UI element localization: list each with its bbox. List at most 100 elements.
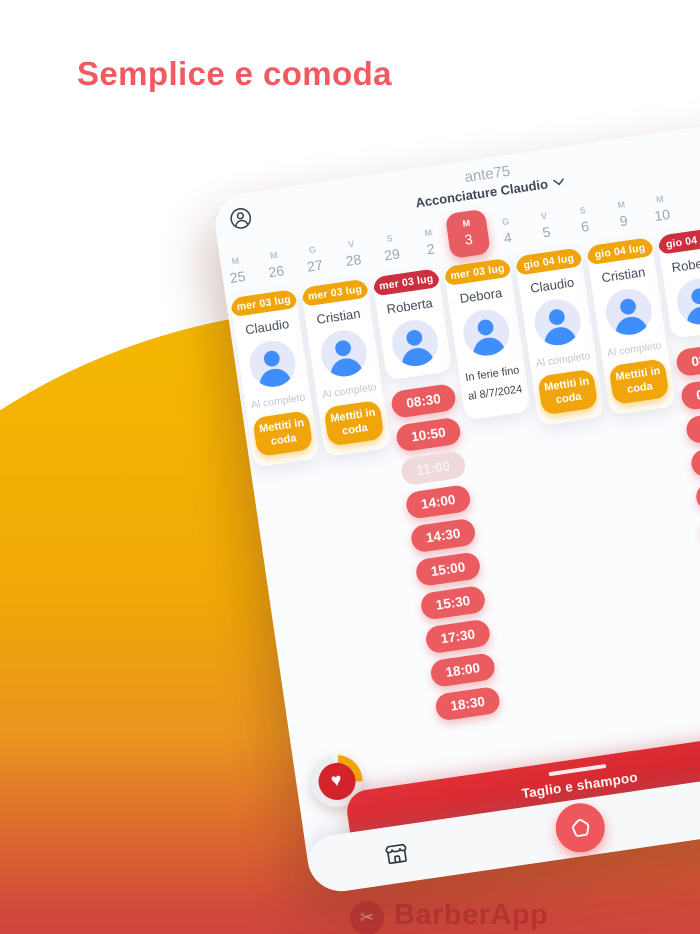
app-header: ante75 Acconciature Claudio [211,118,700,242]
date-chip-day: M [423,227,433,239]
shop-home-button[interactable] [552,800,609,856]
barber-name: Claudio [244,316,291,338]
barber-card[interactable]: mer 03 lug Debora In ferie fino al 8/7/202… [443,257,532,421]
barber-name: Cristian [600,264,647,286]
date-chip-day: G [308,244,317,256]
date-chip[interactable]: M 26 [258,239,291,282]
date-chip[interactable]: M 25 [219,244,252,287]
availability-status: Al completo [606,339,663,360]
avatar-icon [674,275,700,327]
date-chip-day: V [347,238,355,250]
shop-home-icon [571,818,589,837]
time-slot[interactable]: 14:30 [409,517,477,554]
barber-card[interactable]: mer 03 lug Claudio Al completo Mettiti in c… [229,288,320,468]
chevron-down-icon [553,178,565,186]
date-chip-day: M [269,250,279,262]
barber-name: Roberta [670,253,700,276]
storefront-icon[interactable] [382,839,411,868]
time-slot[interactable]: 10:50 [394,416,463,453]
time-slot[interactable]: 10:00 [689,442,700,479]
card-date-header: gio 04 lug [657,226,700,255]
queue-button[interactable]: Mettiti in coda [608,358,670,405]
barber-column: mer 03 lug Debora In ferie fino al 8/7/202… [443,257,532,421]
time-slot-list: 08:30 10:50 11:00 14:00 14:30 15:00 15:30 17:30… [389,382,502,722]
time-slot[interactable]: 10:30 [694,475,700,512]
heart-icon: ♥ [315,760,358,802]
card-date-header: mer 03 lug [372,268,441,297]
date-chip-number: 9 [618,212,629,230]
time-slot: 11:00 [399,450,467,487]
time-slot[interactable]: 15:30 [419,584,487,621]
queue-button[interactable]: Mettiti in coda [323,399,385,447]
queue-button[interactable]: Mettiti in coda [252,410,314,457]
barber-name: Roberta [385,295,434,317]
time-slot[interactable]: 08:30 [674,341,700,378]
card-date-header: mer 03 lug [229,288,298,318]
time-slot[interactable]: 15:00 [414,551,482,588]
date-chip-day: S [386,233,394,245]
profile-icon[interactable] [228,205,254,231]
card-date-header: mer 03 lug [300,278,369,307]
time-slot[interactable]: 14:00 [404,483,472,520]
watermark-app-name: BarberApp [394,899,549,931]
barber-column: mer 03 lug Roberta 08:30 10:50 11:00 14:00 14:… [372,268,502,722]
date-chip-number: 3 [463,230,474,248]
date-chip[interactable]: V 28 [335,227,368,270]
barber-name: Debora [458,285,504,307]
barber-column: gio 04 lugRoberta08:3009:0009:3010:0010:… [657,226,700,546]
availability-status: Al completo [535,349,592,370]
date-chip-day: S [578,205,587,216]
barber-card[interactable]: mer 03 lug Cristian Al completo Mettiti in … [300,278,391,457]
watermark: ✂ BarberApp BarberRevolution [350,901,548,934]
app-screenshot-card: ante75 Acconciature Claudio M 25 M 26 G 27 V 28… [211,118,700,896]
avatar-icon [460,307,512,359]
availability-status: Al completo [321,381,378,401]
date-chip-number: 25 [228,267,247,287]
availability-status: Al completo [250,391,307,412]
away-notice: In ferie fino al 8/7/2024 [464,364,523,404]
time-slot[interactable]: 17:30 [424,618,492,655]
barber-columns: mer 03 lug Claudio Al completo Mettiti in c… [226,219,700,743]
barber-card[interactable]: gio 04 lug Cristian Al completo Mettiti in … [585,236,676,416]
date-chip-number: 29 [383,245,401,264]
avatar-icon [318,327,370,379]
barber-name: Claudio [529,274,576,296]
date-chip-day: M [230,255,240,267]
barber-column: mer 03 lug Cristian Al completo Mettiti in … [300,278,391,457]
avatar-icon [389,317,441,369]
date-chip-number: 5 [541,223,552,241]
date-chip[interactable]: S 29 [374,222,407,265]
date-chip-number: 2 [425,240,436,258]
date-chip[interactable]: M 10 [644,182,677,225]
barber-card[interactable]: mer 03 lug Roberta [372,268,453,381]
time-slot[interactable]: 09:00 [679,375,700,411]
date-chip-number: 26 [267,262,286,281]
date-chip-day: M [655,193,665,205]
card-date-header: mer 03 lug [443,257,512,286]
date-chip-number: 28 [344,251,363,270]
date-chip-number: 27 [305,256,324,275]
date-chip-day: V [540,210,548,222]
time-slot[interactable]: 09:30 [684,408,700,445]
barber-column: mer 03 lug Claudio Al completo Mettiti in c… [229,288,320,468]
card-date-header: gio 04 lug [514,247,583,276]
date-chip[interactable]: G 27 [297,233,330,276]
card-date-header: gio 04 lug [585,236,654,266]
salon-selector[interactable]: Acconciature Claudio [414,174,565,210]
time-slot[interactable]: 08:30 [389,382,458,419]
avatar-icon [247,338,299,390]
page-title: Semplice e comoda [77,55,392,92]
queue-button[interactable]: Mettiti in coda [537,368,599,415]
time-slot[interactable]: 18:30 [434,685,502,722]
date-chip-number: 4 [502,229,513,247]
time-slot[interactable]: 18:00 [429,652,497,689]
barber-card[interactable]: gio 04 lug Claudio Al completo Mettiti in c… [514,247,605,426]
